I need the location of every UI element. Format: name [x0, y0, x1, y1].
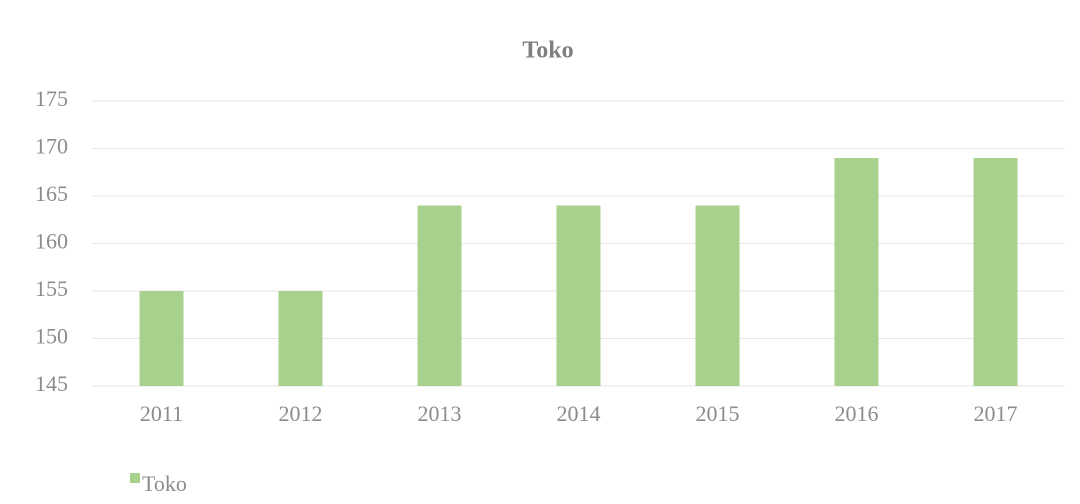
y-tick-label: 150	[35, 324, 68, 349]
y-tick-label: 170	[35, 134, 68, 159]
bar	[834, 158, 879, 386]
bar	[556, 205, 601, 386]
x-tick-label: 2011	[140, 401, 183, 426]
x-tick-label: 2012	[279, 401, 323, 426]
y-tick-label: 160	[35, 229, 68, 254]
bar	[695, 205, 740, 386]
chart-title: Toko	[522, 38, 573, 64]
y-tick-label: 165	[35, 181, 68, 206]
x-tick-label: 2016	[835, 401, 879, 426]
legend-swatch	[130, 473, 140, 483]
bar	[278, 291, 323, 386]
bar	[973, 158, 1018, 386]
legend-label: Toko	[142, 471, 187, 496]
x-tick-label: 2013	[418, 401, 462, 426]
x-tick-label: 2015	[696, 401, 740, 426]
y-tick-label: 145	[35, 371, 68, 396]
y-tick-label: 175	[35, 86, 68, 111]
y-tick-label: 155	[35, 276, 68, 301]
bar	[139, 291, 184, 386]
bar	[417, 205, 462, 386]
x-tick-label: 2017	[974, 401, 1018, 426]
x-tick-label: 2014	[557, 401, 601, 426]
